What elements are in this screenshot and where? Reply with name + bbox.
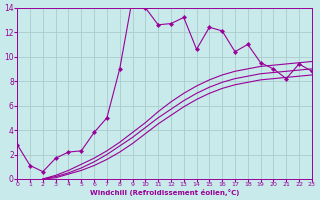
X-axis label: Windchill (Refroidissement éolien,°C): Windchill (Refroidissement éolien,°C) [90,189,239,196]
